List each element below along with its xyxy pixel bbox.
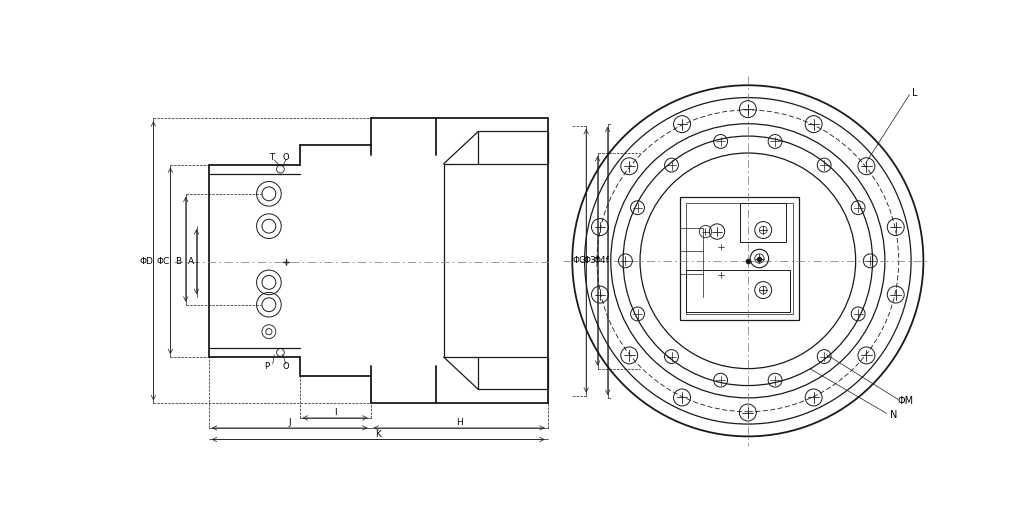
Bar — [680, 197, 799, 320]
Text: Φ4f: Φ4f — [594, 256, 609, 265]
Text: O: O — [282, 153, 290, 162]
Text: A: A — [188, 257, 194, 266]
Text: J: J — [288, 418, 291, 427]
Bar — [687, 270, 790, 312]
Text: B: B — [175, 257, 181, 266]
Text: ΦC: ΦC — [156, 257, 170, 266]
Text: P: P — [264, 362, 269, 371]
Text: L: L — [912, 88, 918, 98]
Text: H: H — [456, 418, 462, 427]
Text: I: I — [334, 408, 336, 417]
Text: T: T — [270, 153, 274, 162]
Text: Φ3f: Φ3f — [583, 256, 600, 265]
Text: N: N — [890, 410, 898, 420]
Text: ΦM: ΦM — [898, 396, 914, 406]
Bar — [740, 203, 786, 241]
Bar — [687, 203, 793, 314]
Text: ΦG: ΦG — [572, 256, 586, 265]
Text: ΦD: ΦD — [140, 257, 153, 266]
Text: K: K — [375, 429, 382, 439]
Text: O: O — [282, 362, 290, 371]
